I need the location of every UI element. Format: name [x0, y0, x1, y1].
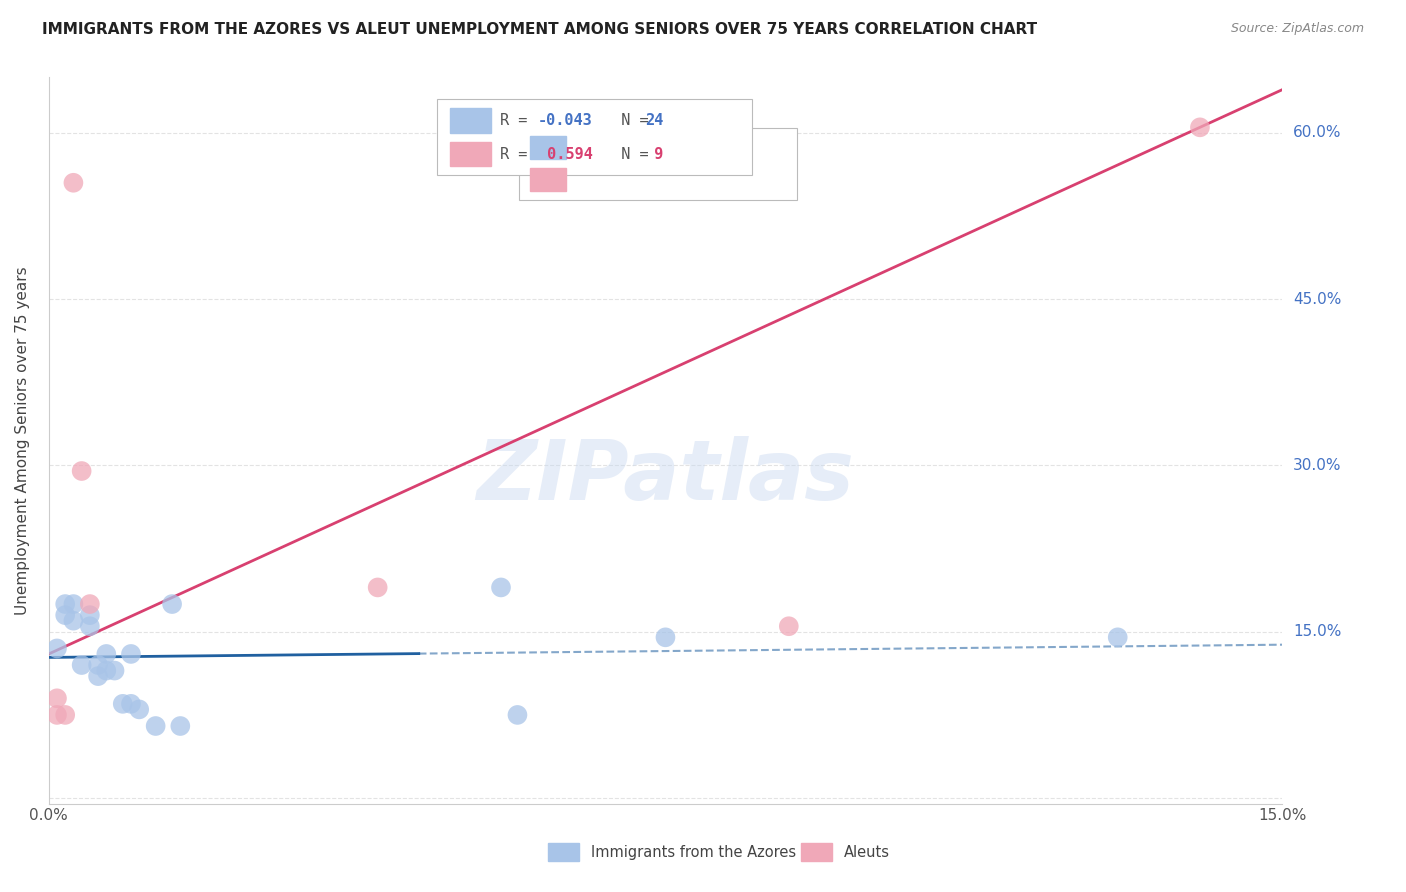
Point — [46, 641, 69, 656]
Point — [87, 669, 110, 683]
Text: IMMIGRANTS FROM THE AZORES VS ALEUT UNEMPLOYMENT AMONG SENIORS OVER 75 YEARS COR: IMMIGRANTS FROM THE AZORES VS ALEUT UNEM… — [42, 22, 1038, 37]
Point — [169, 719, 191, 733]
Point — [87, 658, 110, 673]
Point — [53, 608, 76, 623]
Text: R =: R = — [575, 140, 612, 155]
Point — [145, 719, 167, 733]
Text: -0.043: -0.043 — [538, 113, 593, 128]
Point — [96, 647, 118, 661]
Point — [1188, 120, 1211, 135]
Y-axis label: Unemployment Among Seniors over 75 years: Unemployment Among Seniors over 75 years — [15, 266, 30, 615]
Point — [506, 707, 529, 722]
Point — [111, 697, 134, 711]
Point — [62, 597, 84, 611]
Text: R =: R = — [575, 172, 612, 187]
Point — [367, 581, 389, 595]
Text: R =: R = — [501, 113, 537, 128]
Text: 9: 9 — [723, 172, 741, 187]
Point — [70, 464, 93, 478]
Text: 0.594: 0.594 — [614, 172, 669, 187]
Point — [120, 647, 142, 661]
Text: Immigrants from the Azores: Immigrants from the Azores — [591, 845, 796, 860]
Point — [120, 697, 142, 711]
Point — [62, 614, 84, 628]
Point — [1107, 630, 1129, 644]
Point — [79, 608, 101, 623]
Point — [62, 176, 84, 190]
Point — [489, 581, 512, 595]
Text: N =: N = — [603, 113, 658, 128]
Point — [70, 658, 93, 673]
Text: N =: N = — [603, 146, 658, 161]
Text: Aleuts: Aleuts — [844, 845, 890, 860]
Text: 9: 9 — [645, 146, 664, 161]
Text: 24: 24 — [723, 140, 741, 155]
Text: 30.0%: 30.0% — [1294, 458, 1341, 473]
Text: 45.0%: 45.0% — [1294, 292, 1341, 307]
Point — [778, 619, 800, 633]
Text: 60.0%: 60.0% — [1294, 126, 1341, 140]
Point — [654, 630, 676, 644]
Text: N =: N = — [679, 140, 734, 155]
Text: Source: ZipAtlas.com: Source: ZipAtlas.com — [1230, 22, 1364, 36]
Point — [79, 619, 101, 633]
Text: 0.594: 0.594 — [538, 146, 593, 161]
Point — [96, 664, 118, 678]
Text: 24: 24 — [645, 113, 664, 128]
Text: ZIPatlas: ZIPatlas — [477, 436, 855, 517]
Text: N =: N = — [679, 172, 734, 187]
Point — [53, 707, 76, 722]
Text: -0.043: -0.043 — [614, 140, 669, 155]
Point — [160, 597, 183, 611]
Point — [53, 597, 76, 611]
Point — [46, 707, 69, 722]
Point — [103, 664, 125, 678]
Text: 15.0%: 15.0% — [1294, 624, 1341, 640]
Point — [46, 691, 69, 706]
Text: R =: R = — [501, 146, 537, 161]
Point — [128, 702, 150, 716]
Point — [79, 597, 101, 611]
